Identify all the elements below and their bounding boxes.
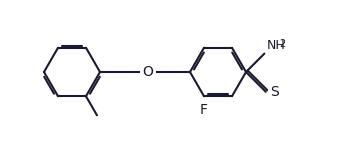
Text: O: O xyxy=(143,65,153,79)
Text: 2: 2 xyxy=(279,39,286,49)
Text: F: F xyxy=(200,103,208,117)
Text: NH: NH xyxy=(266,39,285,52)
Text: S: S xyxy=(270,85,279,99)
